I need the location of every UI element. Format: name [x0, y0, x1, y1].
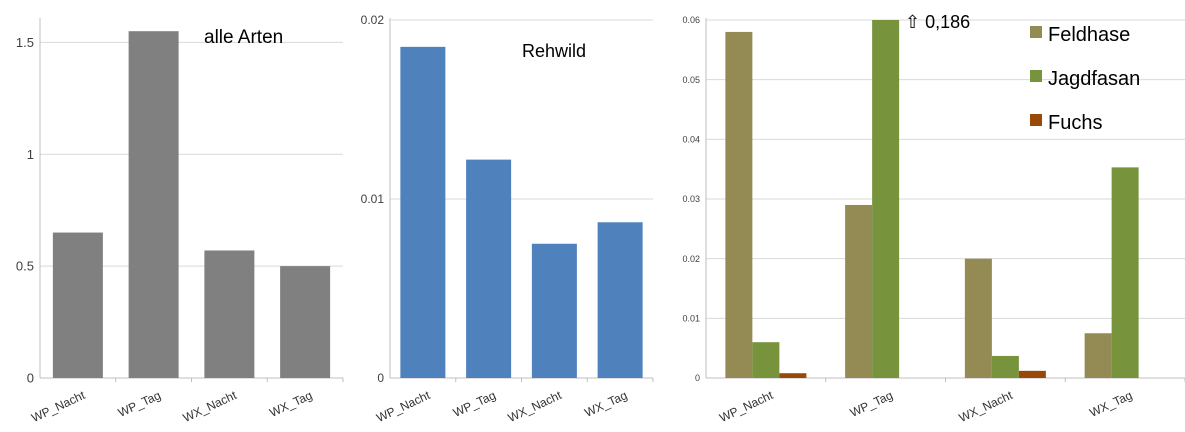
bar-fuchs	[1018, 370, 1046, 378]
y-tick-label: 0.06	[682, 15, 700, 25]
y-tick-label: 0.03	[682, 194, 700, 204]
y-tick-label: 0	[27, 371, 34, 386]
bar-jagdfasan	[991, 355, 1019, 378]
y-tick-label: 0.01	[682, 313, 700, 323]
x-tick-label: WX_Tag	[582, 388, 629, 420]
bar-feldhase	[964, 258, 992, 378]
legend-swatch	[1030, 70, 1042, 82]
bar-jagdfasan	[872, 20, 900, 378]
bar-jagdfasan	[1111, 167, 1139, 378]
y-tick-label: 0.02	[682, 254, 700, 264]
bar	[128, 31, 179, 378]
chart-1: 0 0.5 1 1.5 WP_Nacht WP_Tag WX_Nacht WX_Tag alle…	[16, 18, 344, 425]
bar-feldhase	[725, 31, 753, 379]
legend-swatch	[1030, 114, 1042, 126]
y-tick-label: 0.5	[16, 259, 34, 274]
y-tick-label: 0.02	[361, 13, 385, 27]
bar	[400, 46, 446, 378]
bar-feldhase	[845, 204, 873, 378]
legend-swatch	[1030, 26, 1042, 38]
legend: Feldhase Jagdfasan Fuchs	[1030, 24, 1140, 134]
bar	[466, 159, 512, 378]
y-tick-label: 1	[27, 147, 34, 162]
bar	[531, 243, 577, 378]
x-tick-label: WP_Tag	[848, 388, 895, 420]
y-tick-label: 0.01	[361, 192, 385, 206]
legend-label: Fuchs	[1048, 112, 1102, 134]
y-tick-label: 0	[377, 371, 384, 385]
y-tick-label: 0	[695, 373, 700, 383]
bar	[204, 250, 255, 378]
legend-label: Jagdfasan	[1048, 68, 1140, 90]
x-tick-label: WX_Tag	[1087, 388, 1134, 420]
x-tick-label: WP_Nacht	[374, 388, 432, 425]
chart-2: 0 0.01 0.02 WP_Nacht WP_Tag WX_Nacht WX_Tag Reh…	[361, 13, 654, 425]
x-tick-label: WX_Nacht	[506, 388, 564, 425]
chart-3: 0 0.01 0.02 0.03 0.04 0.05 0.06 WP_Nacht WP_Tag W…	[682, 12, 1185, 425]
x-tick-label: WX_Nacht	[181, 388, 239, 425]
bar	[597, 222, 643, 378]
y-tick-label: 0.05	[682, 75, 700, 85]
x-tick-label: WP_Tag	[451, 388, 498, 420]
x-tick-label: WX_Nacht	[957, 388, 1015, 425]
bar-fuchs	[779, 373, 807, 378]
y-tick-label: 1.5	[16, 35, 34, 50]
chart-title: alle Arten	[204, 27, 283, 48]
bar-jagdfasan	[752, 342, 780, 378]
chart-title: Rehwild	[522, 41, 586, 61]
x-tick-label: WX_Tag	[267, 388, 314, 420]
bar	[52, 232, 103, 378]
x-tick-label: WP_Nacht	[717, 388, 775, 425]
bar-feldhase	[1084, 333, 1112, 378]
annotation-label: ⇧ 0,186	[905, 12, 970, 32]
x-tick-label: WP_Tag	[116, 388, 163, 420]
y-tick-label: 0.04	[682, 134, 700, 144]
legend-label: Feldhase	[1048, 24, 1130, 46]
bar	[280, 266, 331, 378]
x-tick-label: WP_Nacht	[29, 388, 87, 425]
